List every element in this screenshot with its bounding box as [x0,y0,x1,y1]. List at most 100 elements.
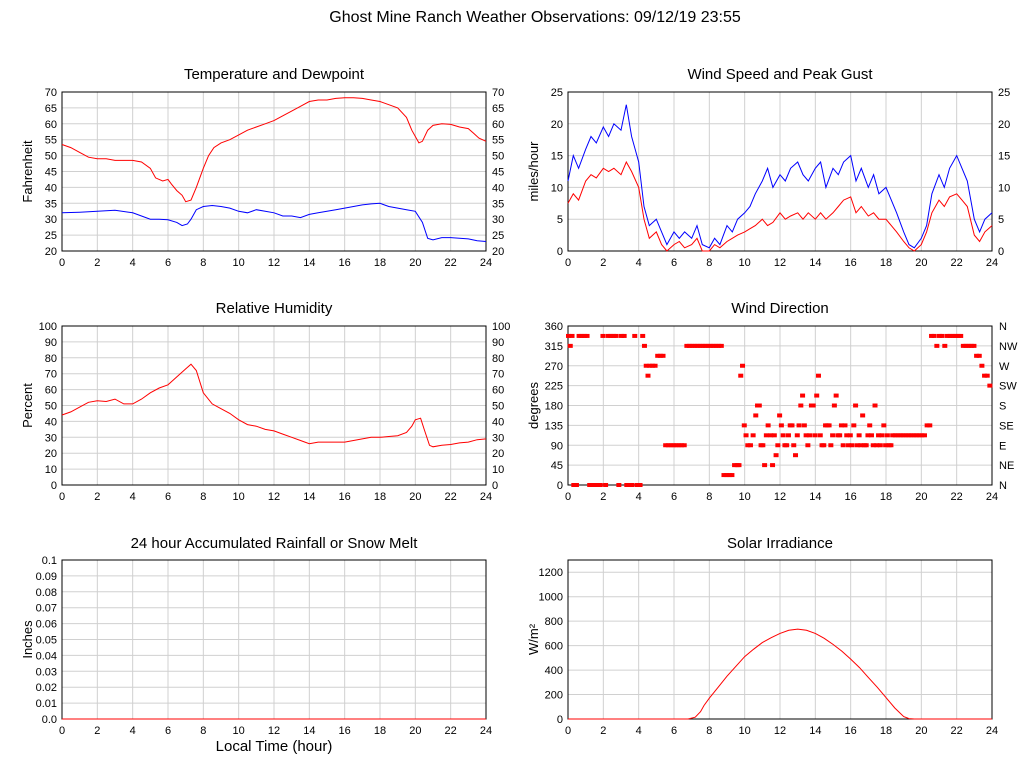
wind-direction-point [908,433,914,438]
y-tick-label: 30 [45,432,57,444]
x-tick-label: 18 [880,725,892,737]
wind-direction-point [903,433,909,438]
y-tick-label: 10 [45,464,57,476]
x-axis-label: Local Time (hour) [215,738,333,755]
x-tick-label: 14 [809,725,821,737]
wind-direction-point [681,443,687,448]
x-tick-label: 4 [130,725,136,737]
wind-direction-point [830,433,836,438]
wind-direction-point [716,343,722,348]
y-tick-label-right: 30 [492,432,504,444]
wind-direction-point [621,333,627,338]
x-tick-label: 2 [600,491,606,503]
wind-direction-point [971,343,977,348]
y-tick-label: 10 [551,182,563,194]
wind-direction-point [842,423,848,428]
wind-direction-point [884,433,890,438]
y-tick-label-right: 50 [492,151,504,163]
wind-direction-point [694,343,700,348]
wind-direction-point [613,333,619,338]
x-tick-label: 24 [986,725,998,737]
x-tick-label: 22 [445,491,457,503]
compass-tick-label: E [999,440,1006,452]
y-tick-label-right: 0 [998,246,1004,258]
wind-direction-point [796,423,802,428]
y-tick-label-right: 50 [492,401,504,413]
plot-frame [567,559,993,720]
y-axis-label: degrees [526,382,541,429]
wind-direction-point [900,433,906,438]
wind-direction-point [939,333,945,338]
compass-tick-label: NE [999,460,1014,472]
wind-direction-point [785,433,791,438]
x-tick-label: 24 [480,725,492,737]
wind-direction-point [608,333,614,338]
wind-direction-point [634,483,640,487]
wind-direction-point [595,483,601,487]
x-tick-label: 20 [409,257,421,269]
x-tick-label: 8 [200,257,206,269]
wind-direction-point [619,333,624,338]
wind-direction-point [921,433,927,438]
x-tick-label: 10 [739,257,751,269]
y-tick-label: 0.02 [36,682,57,694]
y-tick-label: 40 [45,182,57,194]
wind-direction-point [684,343,690,348]
y-tick-label: 45 [551,460,563,472]
wind-direction-point [911,433,917,438]
x-tick-label: 22 [445,257,457,269]
wind-direction-point [821,443,827,448]
wind-direction-point [729,473,735,478]
x-tick-label: 0 [59,491,65,503]
wind-direction-point [721,473,727,478]
wind-direction-point [784,443,790,448]
wind-direction-point [732,463,738,468]
wind-direction-point [982,373,988,378]
wind-direction-point [807,433,813,438]
wind-direction-point [702,343,708,348]
wind-direction-point [676,443,682,448]
wind-direction-point [773,453,779,458]
compass-tick-label: N [999,321,1007,333]
x-tick-label: 8 [200,491,206,503]
x-tick-label: 16 [339,257,351,269]
y-tick-label: 0.1 [42,555,57,567]
wind-direction-point [987,383,993,388]
series-line [567,104,993,249]
wind-direction-point [771,433,777,438]
wind-direction-point [837,433,843,438]
chart-solar: 0 2 4 6 8 10 12 14 16 18 20 22 240200400600800100012… [526,559,998,737]
y-tick-label-right: 60 [492,385,504,397]
y-tick-label: 65 [45,103,57,115]
wind-direction-point [826,423,832,428]
y-tick-label-right: 70 [492,87,504,99]
wind-direction-point [828,443,834,448]
x-tick-label: 14 [809,257,821,269]
wind-direction-point [592,483,598,487]
y-tick-label: 25 [45,230,57,242]
x-tick-label: 8 [706,257,712,269]
y-tick-label: 270 [545,361,563,373]
wind-direction-point [817,433,823,438]
wind-direction-point [692,343,698,348]
compass-tick-label: S [999,401,1006,413]
wind-direction-point [589,483,595,487]
wind-direction-point [679,443,685,448]
x-tick-label: 2 [94,491,100,503]
compass-tick-label: NW [999,341,1018,353]
x-tick-label: 6 [165,257,171,269]
wind-direction-point [579,333,585,338]
wind-direction-point [600,333,606,338]
y-tick-label: 55 [45,135,57,147]
x-tick-label: 16 [339,491,351,503]
y-tick-label: 0.09 [36,571,57,583]
y-tick-label: 800 [545,616,563,628]
x-tick-label: 20 [409,725,421,737]
wind-direction-point [566,333,571,338]
wind-direction-point [657,353,663,358]
wind-direction-point [838,423,844,428]
wind-direction-point [794,433,800,438]
y-tick-label: 20 [45,246,57,258]
wind-direction-point [919,433,925,438]
